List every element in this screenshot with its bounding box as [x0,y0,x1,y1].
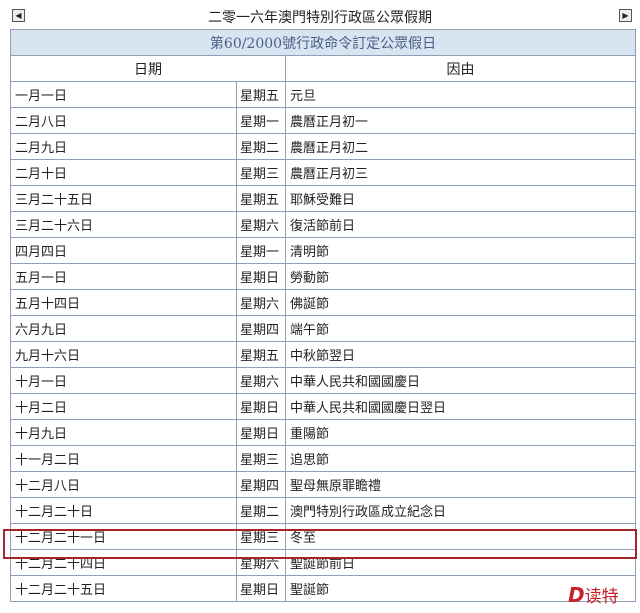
date-cell: 三月二十六日 [10,211,237,238]
table-row: 六月九日 星期四 端午節 [10,315,636,342]
reason-cell: 中秋節翌日 [285,341,636,368]
table-row: 十月一日 星期六 中華人民共和國國慶日 [10,367,636,394]
date-cell: 五月十四日 [10,289,237,316]
reason-cell: 澳門特別行政區成立紀念日 [285,497,636,524]
holiday-table: 第60/2000號行政命令訂定公眾假日 日期 因由 一月一日 星期五 元旦 二月八日 星期… [10,29,636,602]
weekday-cell: 星期日 [236,263,286,290]
prev-arrow-icon[interactable]: ◀ [12,9,25,22]
date-cell: 六月九日 [10,315,237,342]
weekday-cell: 星期三 [236,445,286,472]
weekday-cell: 星期二 [236,133,286,160]
weekday-cell: 星期二 [236,497,286,524]
column-header-date: 日期 [10,55,286,82]
weekday-cell: 星期五 [236,341,286,368]
reason-cell: 佛誕節 [285,289,636,316]
weekday-cell: 星期日 [236,393,286,420]
date-cell: 十月二日 [10,393,237,420]
column-header-reason: 因由 [285,55,636,82]
weekday-cell: 星期三 [236,159,286,186]
reason-cell: 冬至 [285,523,636,550]
weekday-cell: 星期三 [236,523,286,550]
date-cell: 一月一日 [10,81,237,108]
weekday-cell: 星期日 [236,419,286,446]
reason-cell: 追思節 [285,445,636,472]
table-row: 五月一日 星期日 勞動節 [10,263,636,290]
date-cell: 十一月二日 [10,445,237,472]
table-row: 二月九日 星期二 農曆正月初二 [10,133,636,160]
date-cell: 二月十日 [10,159,237,186]
table-row: 二月十日 星期三 農曆正月初三 [10,159,636,186]
date-cell: 四月四日 [10,237,237,264]
weekday-cell: 星期六 [236,211,286,238]
date-cell: 十月九日 [10,419,237,446]
reason-cell: 復活節前日 [285,211,636,238]
weekday-cell: 星期五 [236,185,286,212]
date-cell: 十二月二十一日 [10,523,237,550]
weekday-cell: 星期一 [236,237,286,264]
next-arrow-icon[interactable]: ▶ [619,9,632,22]
table-row: 一月一日 星期五 元旦 [10,81,636,108]
table-row: 三月二十五日 星期五 耶穌受難日 [10,185,636,212]
table-row: 十二月二十日 星期二 澳門特別行政區成立紀念日 [10,497,636,524]
date-cell: 十月一日 [10,367,237,394]
reason-cell: 農曆正月初三 [285,159,636,186]
table-row: 九月十六日 星期五 中秋節翌日 [10,341,636,368]
table-row: 五月十四日 星期六 佛誕節 [10,289,636,316]
weekday-cell: 星期一 [236,107,286,134]
weekday-cell: 星期五 [236,81,286,108]
table-row: 十月九日 星期日 重陽節 [10,419,636,446]
weekday-cell: 星期六 [236,549,286,576]
table-row: 四月四日 星期一 清明節 [10,237,636,264]
reason-cell: 聖誕節 [285,575,636,602]
date-cell: 十二月二十四日 [10,549,237,576]
date-cell: 十二月二十日 [10,497,237,524]
table-row: 二月八日 星期一 農曆正月初一 [10,107,636,134]
weekday-cell: 星期日 [236,575,286,602]
date-cell: 九月十六日 [10,341,237,368]
reason-cell: 農曆正月初二 [285,133,636,160]
table-row: 十二月二十一日 星期三 冬至 [10,523,636,550]
table-row: 十月二日 星期日 中華人民共和國國慶日翌日 [10,393,636,420]
reason-cell: 農曆正月初一 [285,107,636,134]
date-cell: 十二月二十五日 [10,575,237,602]
weekday-cell: 星期六 [236,289,286,316]
weekday-cell: 星期四 [236,471,286,498]
date-cell: 三月二十五日 [10,185,237,212]
reason-cell: 重陽節 [285,419,636,446]
date-cell: 二月九日 [10,133,237,160]
date-cell: 五月一日 [10,263,237,290]
date-cell: 十二月八日 [10,471,237,498]
table-row: 十二月八日 星期四 聖母無原罪瞻禮 [10,471,636,498]
reason-cell: 元旦 [285,81,636,108]
reason-cell: 中華人民共和國國慶日 [285,367,636,394]
table-subtitle: 第60/2000號行政命令訂定公眾假日 [10,29,636,56]
table-row: 十二月二十五日 星期日 聖誕節 [10,575,636,602]
table-row: 十一月二日 星期三 追思節 [10,445,636,472]
reason-cell: 清明節 [285,237,636,264]
page-title: 二零一六年澳門特別行政區公眾假期 [208,10,432,26]
reason-cell: 中華人民共和國國慶日翌日 [285,393,636,420]
title-bar: ◀ 二零一六年澳門特別行政區公眾假期 ▶ [0,4,640,28]
reason-cell: 聖誕節前日 [285,549,636,576]
logo: D读特 [568,583,619,607]
date-cell: 二月八日 [10,107,237,134]
reason-cell: 耶穌受難日 [285,185,636,212]
reason-cell: 端午節 [285,315,636,342]
reason-cell: 勞動節 [285,263,636,290]
weekday-cell: 星期四 [236,315,286,342]
table-row: 十二月二十四日 星期六 聖誕節前日 [10,549,636,576]
table-row: 三月二十六日 星期六 復活節前日 [10,211,636,238]
reason-cell: 聖母無原罪瞻禮 [285,471,636,498]
weekday-cell: 星期六 [236,367,286,394]
